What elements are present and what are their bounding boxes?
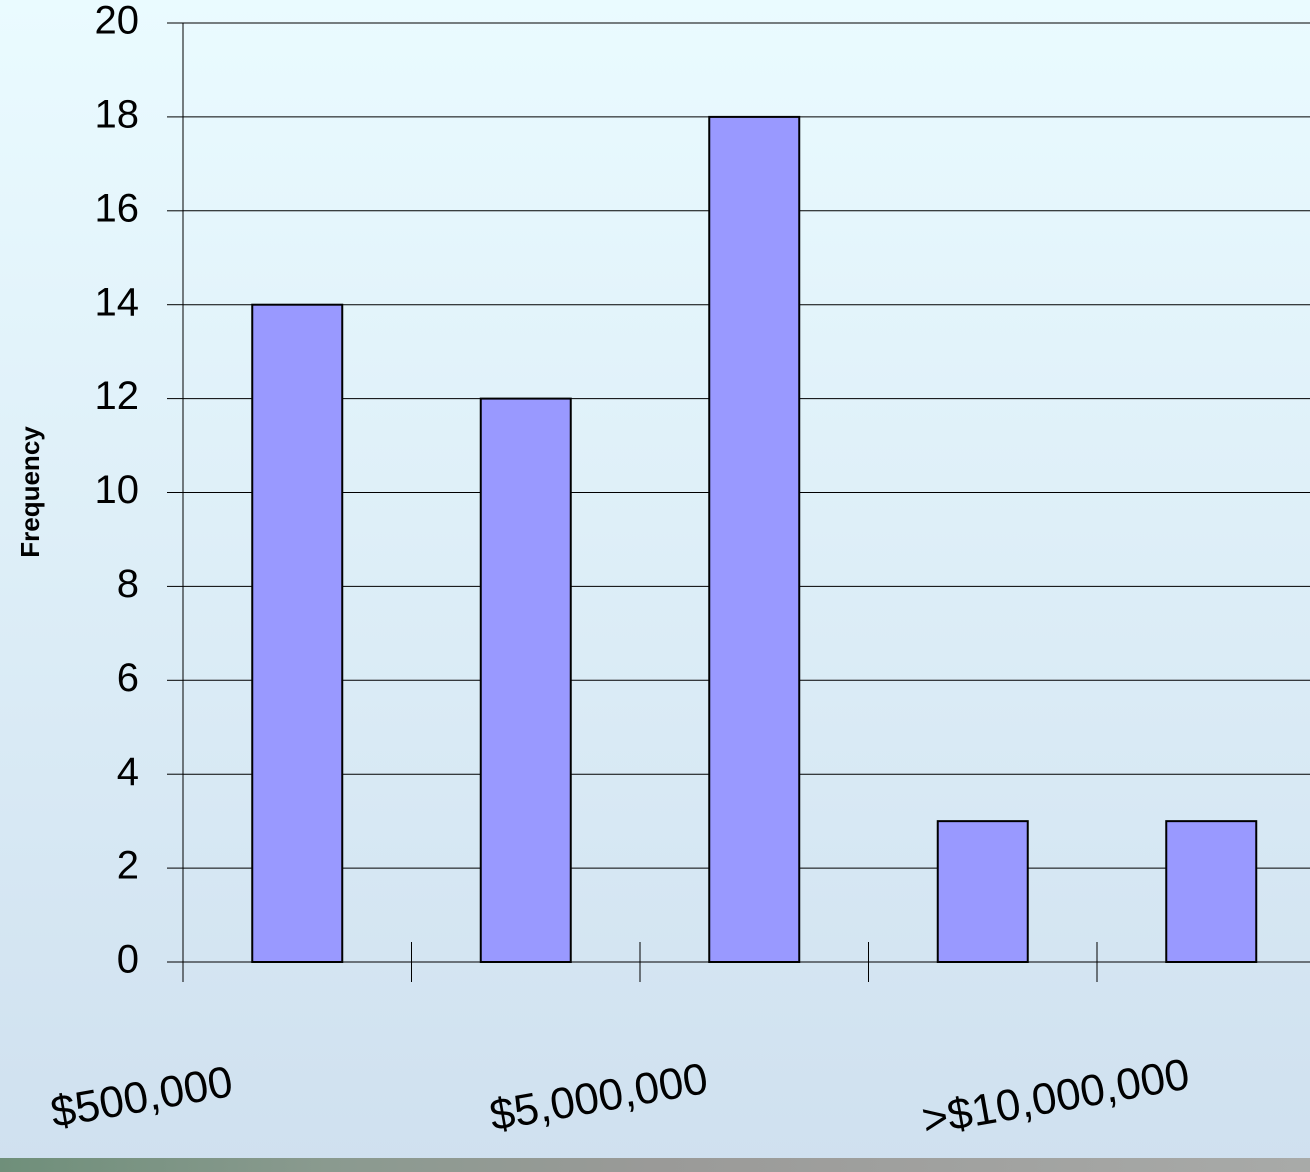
bar [709,117,799,962]
y-tick-label: 8 [117,562,139,606]
y-tick-label: 20 [95,0,140,43]
y-tick-label: 0 [117,938,139,982]
y-tick-label: 16 [95,186,140,230]
y-tick-label: 14 [95,280,140,324]
footer-image [0,1158,1310,1172]
bar [1166,821,1256,962]
y-tick-label: 18 [95,92,140,136]
bar [938,821,1028,962]
y-tick-label: 2 [117,844,139,888]
y-tick-label: 4 [117,750,139,794]
y-axis-label: Frequency [15,426,45,558]
y-tick-label: 12 [95,374,140,418]
bar [481,399,571,962]
chart: Frequency 02468101214161820$500,000$5,00… [0,0,1310,1172]
y-tick-label: 10 [95,468,140,512]
page: Frequency 02468101214161820$500,000$5,00… [0,0,1310,1172]
y-tick-label: 6 [117,656,139,700]
bar [252,305,342,962]
